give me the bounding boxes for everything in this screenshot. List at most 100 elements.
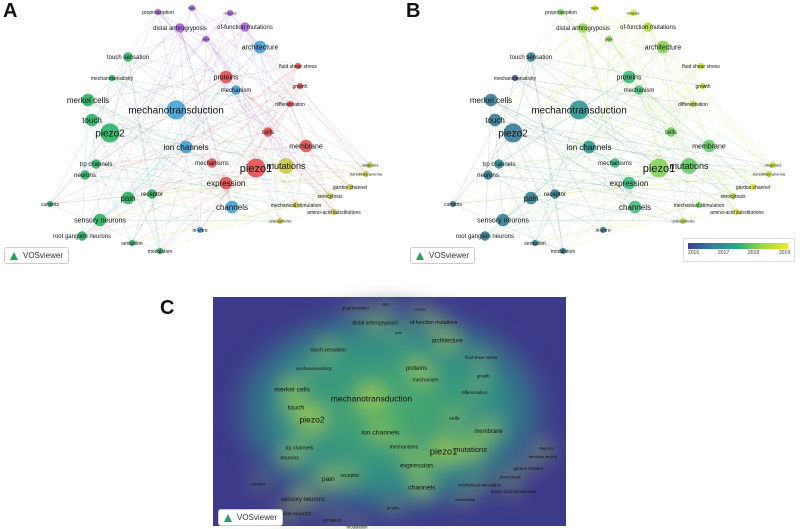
network-link <box>205 38 331 197</box>
keyword-node <box>366 161 374 169</box>
network-link <box>494 7 596 121</box>
density-keyword-label: mechanotransduction <box>331 393 413 403</box>
colorbar-tick: 2019 <box>779 250 791 256</box>
keyword-label: pore <box>605 36 614 41</box>
keyword-label: trp channels <box>80 162 113 168</box>
network-link <box>602 131 672 231</box>
network-link <box>512 12 634 134</box>
network-link <box>109 132 153 195</box>
network-link <box>487 11 562 176</box>
network-link <box>602 38 610 231</box>
density-keyword-label: pore <box>395 331 402 335</box>
network-link <box>235 46 261 91</box>
keyword-label: membrane <box>289 143 323 150</box>
keyword-label: gardos channel <box>736 185 770 191</box>
keyword-label: amino-acid substitutions <box>710 210 764 216</box>
network-link <box>179 27 233 208</box>
density-keyword-label: distal arthrogryposis <box>352 321 398 327</box>
panel-a-network: proprioception fatm reveals distal arthrogr… <box>41 4 383 255</box>
density-hotspot <box>339 464 361 486</box>
keyword-label: mutations <box>669 161 709 171</box>
keyword-node <box>219 176 233 190</box>
network-link <box>157 11 269 133</box>
density-hotspot <box>250 476 266 492</box>
keyword-label: osteoarthritis <box>672 218 695 223</box>
keyword-node <box>80 170 90 180</box>
network-link <box>111 77 269 133</box>
network-link <box>452 193 556 205</box>
network-link <box>658 85 704 169</box>
network-link <box>638 89 774 166</box>
density-hotspot <box>474 350 489 365</box>
keyword-label: pore <box>202 36 211 41</box>
network-link <box>530 164 774 199</box>
network-link <box>682 164 774 222</box>
network-link <box>127 56 153 195</box>
keyword-node <box>622 70 636 84</box>
density-hotspot <box>391 325 406 340</box>
network-link <box>487 103 694 176</box>
keyword-node <box>649 158 669 178</box>
keyword-label: of-function mutations <box>217 25 273 31</box>
keyword-label: channels <box>216 203 248 212</box>
network-link <box>295 186 351 206</box>
network-link <box>658 167 770 175</box>
keyword-node <box>219 70 233 84</box>
density-keyword-label: piezo2 <box>300 414 325 424</box>
density-keyword-label: channels <box>408 484 436 491</box>
network-link <box>498 163 536 244</box>
network-link <box>225 65 299 184</box>
panel-b-overlay-network: proprioception fatm reveals distal arthrogr… <box>444 4 786 255</box>
keyword-label: mechanism <box>624 88 655 94</box>
network-link <box>205 38 291 105</box>
density-keyword-label: xerocytosis <box>500 474 521 479</box>
network-link <box>502 219 684 222</box>
network-link <box>175 109 297 206</box>
network-link <box>267 131 335 213</box>
keyword-node <box>531 239 539 247</box>
keyword-label: touch <box>82 116 102 125</box>
network-link <box>175 26 246 111</box>
network-link <box>81 27 181 237</box>
network-link <box>95 145 307 165</box>
network-link <box>530 56 564 252</box>
network-link <box>512 132 770 175</box>
keyword-node <box>346 183 354 191</box>
network-link <box>111 38 207 79</box>
panel-c-label: C <box>160 297 175 319</box>
keyword-label: xerocytosis <box>720 194 746 200</box>
keyword-label: currents <box>41 202 60 208</box>
network-link <box>638 89 684 222</box>
keyword-label: currents <box>444 202 463 208</box>
keyword-node <box>85 113 99 127</box>
density-keyword-label: sensory neurons <box>281 497 325 503</box>
network-link <box>498 163 754 188</box>
keyword-label: mechanism <box>221 88 252 94</box>
keyword-node <box>622 176 636 190</box>
network-link <box>49 85 301 205</box>
keyword-node <box>154 8 162 16</box>
network-link <box>498 145 710 165</box>
network-link <box>452 203 564 252</box>
keyword-node <box>449 200 457 208</box>
density-keyword-label: differentiation <box>461 390 487 395</box>
keyword-label: diagnosis <box>765 162 782 167</box>
keyword-label: distal arthrogryposis <box>153 26 207 32</box>
colorbar-gradient <box>688 243 788 249</box>
network-link <box>560 11 738 213</box>
network-link <box>179 27 213 164</box>
network-link <box>452 167 660 205</box>
network-link <box>452 56 532 205</box>
keyword-node <box>156 247 164 255</box>
keyword-label: piezo1 <box>240 163 272 175</box>
keyword-label: fatm <box>591 5 599 10</box>
network-link <box>638 46 664 91</box>
network-link <box>502 164 774 221</box>
keyword-label: proprioception <box>545 10 577 16</box>
network-link <box>530 197 684 222</box>
network-link <box>229 12 257 169</box>
network-link <box>255 167 367 175</box>
keyword-label: expression <box>207 179 246 188</box>
network-link <box>199 38 207 231</box>
density-hotspot <box>520 461 536 476</box>
